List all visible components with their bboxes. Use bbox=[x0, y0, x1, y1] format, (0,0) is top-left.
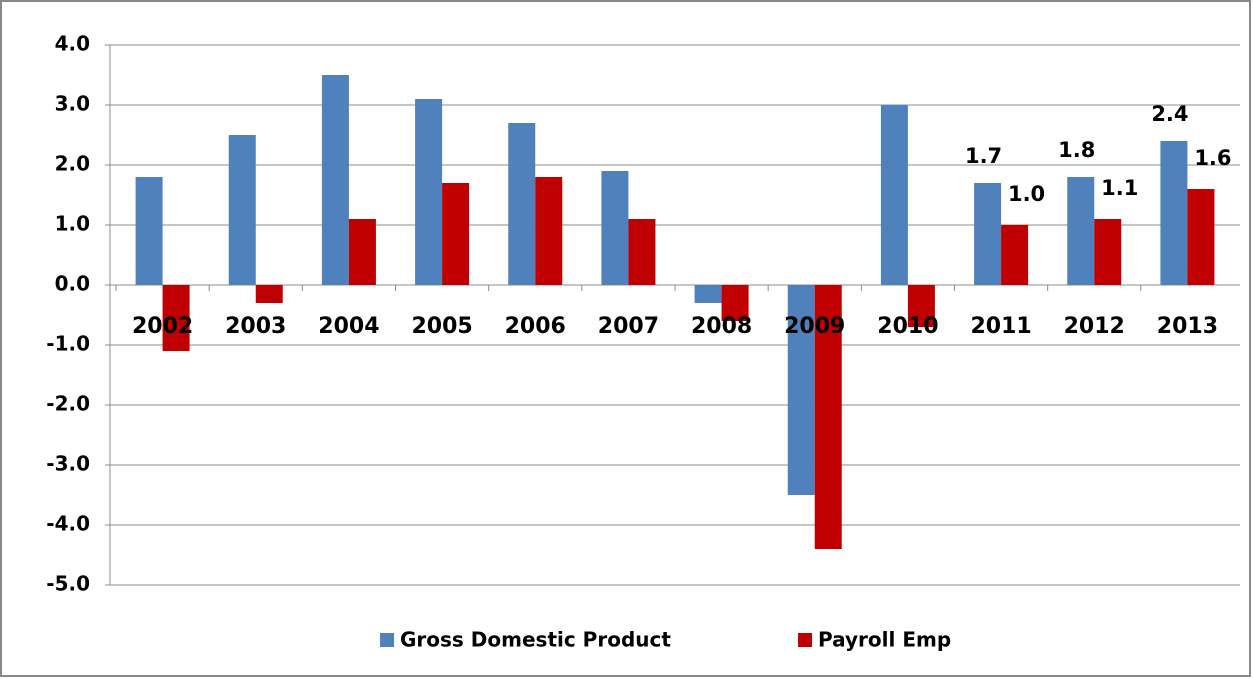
legend-label: Payroll Emp bbox=[818, 628, 951, 652]
bar bbox=[321, 75, 349, 285]
bar bbox=[135, 177, 163, 285]
bar bbox=[601, 171, 629, 285]
bar bbox=[162, 285, 190, 351]
bar bbox=[628, 219, 656, 285]
y-tick-label: -1.0 bbox=[46, 332, 90, 356]
bar bbox=[348, 219, 376, 285]
bar bbox=[508, 123, 536, 285]
y-tick-label: 2.0 bbox=[55, 152, 90, 176]
bar bbox=[1067, 177, 1095, 285]
bar bbox=[228, 135, 256, 285]
bar bbox=[721, 285, 749, 321]
x-tick-label: 2003 bbox=[225, 314, 286, 339]
x-tick-label: 2013 bbox=[1157, 314, 1218, 339]
bar bbox=[787, 285, 815, 495]
data-label: 1.7 bbox=[965, 144, 1002, 168]
data-label: 1.0 bbox=[1008, 182, 1045, 206]
x-tick-label: 2010 bbox=[877, 314, 938, 339]
bar bbox=[880, 105, 908, 285]
legend-swatch bbox=[798, 633, 812, 647]
x-tick-label: 2007 bbox=[598, 314, 659, 339]
bar bbox=[415, 99, 443, 285]
y-tick-label: 0.0 bbox=[55, 272, 90, 296]
y-tick-label: -4.0 bbox=[46, 512, 90, 536]
bar bbox=[1187, 189, 1215, 285]
data-label: 1.8 bbox=[1058, 138, 1095, 162]
x-tick-label: 2005 bbox=[411, 314, 472, 339]
data-label: 2.4 bbox=[1151, 102, 1188, 126]
legend-swatch bbox=[380, 633, 394, 647]
y-tick-label: 1.0 bbox=[55, 212, 90, 236]
legend-label: Gross Domestic Product bbox=[400, 628, 671, 652]
x-tick-label: 2002 bbox=[132, 314, 193, 339]
x-tick-label: 2012 bbox=[1064, 314, 1125, 339]
bar bbox=[694, 285, 722, 303]
data-label: 1.6 bbox=[1194, 146, 1231, 170]
y-tick-label: -5.0 bbox=[46, 572, 90, 596]
y-tick-label: 4.0 bbox=[55, 32, 90, 56]
y-tick-label: -3.0 bbox=[46, 452, 90, 476]
bar bbox=[974, 183, 1002, 285]
bar bbox=[442, 183, 470, 285]
bar bbox=[1001, 225, 1029, 285]
data-label: 1.1 bbox=[1101, 176, 1138, 200]
bar bbox=[814, 285, 842, 549]
bar bbox=[907, 285, 935, 327]
bar bbox=[1160, 141, 1188, 285]
bar bbox=[1094, 219, 1122, 285]
x-tick-label: 2011 bbox=[970, 314, 1031, 339]
y-tick-label: -2.0 bbox=[46, 392, 90, 416]
x-tick-label: 2009 bbox=[784, 314, 845, 339]
bar bbox=[535, 177, 563, 285]
x-tick-label: 2004 bbox=[318, 314, 379, 339]
x-tick-label: 2006 bbox=[505, 314, 566, 339]
x-tick-label: 2008 bbox=[691, 314, 752, 339]
bar bbox=[255, 285, 283, 303]
y-tick-label: 3.0 bbox=[55, 92, 90, 116]
